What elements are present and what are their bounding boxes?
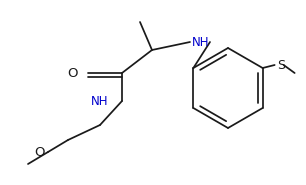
Text: O: O bbox=[68, 66, 78, 80]
Text: NH: NH bbox=[91, 95, 108, 107]
Text: S: S bbox=[277, 58, 285, 71]
Text: NH: NH bbox=[192, 36, 210, 48]
Text: O: O bbox=[35, 145, 45, 159]
